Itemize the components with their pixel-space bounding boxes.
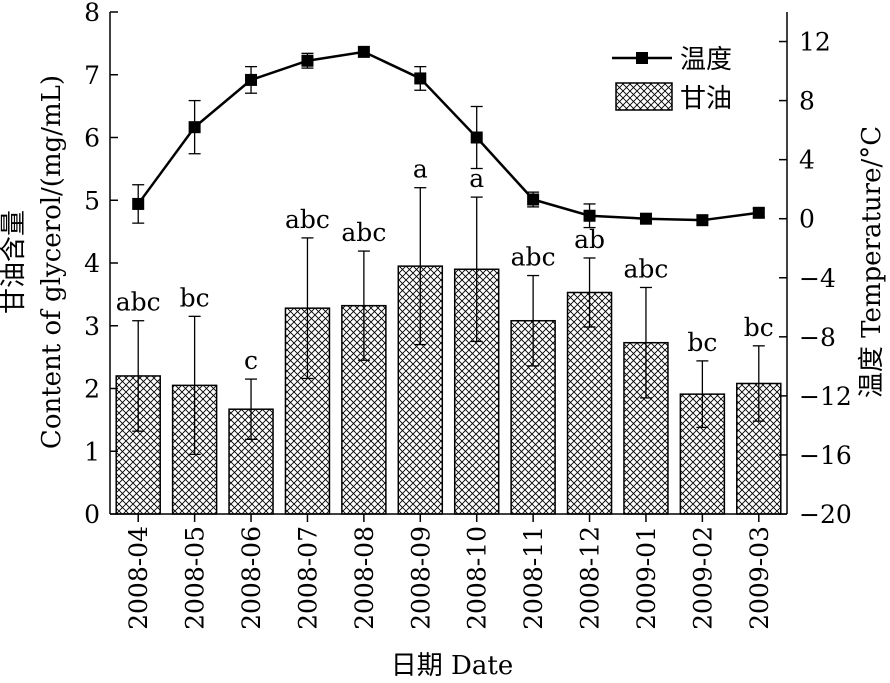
temperature-point-2008-12 — [583, 209, 596, 222]
significance-label-2008-06: c — [244, 346, 258, 375]
significance-label-2008-05: bc — [180, 283, 210, 312]
significance-label-2008-09: a — [413, 155, 428, 184]
y-left-tick-label: 3 — [84, 312, 100, 341]
y-axis-label-right: 温度 Temperature/°C — [857, 126, 887, 398]
significance-label-2008-04: abc — [116, 288, 161, 317]
legend-bar-swatch — [615, 82, 673, 111]
temperature-point-2009-01 — [639, 212, 652, 225]
significance-label-2009-03: bc — [744, 313, 774, 342]
y-right-tick-label: 8 — [799, 87, 815, 116]
y-right-tick-label: −20 — [799, 500, 852, 529]
x-tick-label-2009-02: 2009-02 — [688, 526, 717, 630]
significance-label-2008-10: a — [469, 164, 484, 193]
y-right-tick-label: 0 — [799, 205, 815, 234]
y-left-tick-label: 1 — [84, 437, 100, 466]
significance-label-2009-02: bc — [687, 328, 717, 357]
temperature-point-2008-06 — [245, 73, 258, 86]
y-left-tick-label: 8 — [84, 0, 100, 27]
x-tick-label-2008-10: 2008-10 — [463, 526, 492, 630]
legend-line-square — [636, 52, 648, 64]
y-right-tick-label: 4 — [799, 146, 815, 175]
temperature-point-2008-09 — [414, 72, 427, 85]
y-axis-label-left-en: Content of glycerol/(mg/mL) — [37, 75, 67, 449]
legend-label-temperature: 温度 — [680, 45, 732, 75]
x-tick-label-2008-11: 2008-11 — [519, 526, 548, 630]
y-axis-label-left-cn: 甘油含量 — [0, 210, 29, 314]
x-tick-label-2008-06: 2008-06 — [237, 526, 266, 630]
temperature-point-2008-08 — [357, 45, 370, 58]
x-tick-label-2009-03: 2009-03 — [745, 526, 774, 630]
y-left-tick-label: 0 — [84, 500, 100, 529]
legend-label-glycerol: 甘油 — [680, 84, 732, 114]
axis-labels: 日期 Date 甘油含量 Content of glycerol/(mg/mL)… — [0, 75, 887, 681]
x-tick-label-2008-08: 2008-08 — [350, 526, 379, 630]
temperature-line — [137, 50, 759, 222]
y-right-tick-label: 12 — [799, 28, 831, 57]
y-right-tick-label: −4 — [799, 264, 836, 293]
y-left-tick-label: 2 — [84, 375, 100, 404]
y-right-tick-label: −16 — [799, 441, 852, 470]
temperature-point-2008-11 — [527, 193, 540, 206]
temperature-point-2008-10 — [470, 131, 483, 144]
temperature-point-2008-05 — [188, 121, 201, 134]
significance-label-2008-08: abc — [341, 218, 386, 247]
x-tick-label-2008-04: 2008-04 — [124, 526, 153, 630]
significance-label-2008-12: ab — [574, 225, 605, 254]
x-tick-label-2008-09: 2008-09 — [406, 526, 435, 630]
temperature-point-2009-03 — [752, 206, 765, 219]
legend: 温度 甘油 — [612, 45, 732, 114]
x-tick-label-2008-12: 2008-12 — [576, 526, 605, 630]
x-tick-label-2008-07: 2008-07 — [293, 526, 322, 630]
temperature-point-2009-02 — [696, 214, 709, 227]
significance-label-2009-01: abc — [623, 254, 668, 283]
y-right-tick-label: −12 — [799, 382, 852, 411]
x-tick-label-2008-05: 2008-05 — [181, 526, 210, 630]
significance-label-2008-11: abc — [511, 243, 556, 272]
x-tick-label-2009-01: 2009-01 — [632, 526, 661, 630]
y-left-tick-label: 5 — [84, 186, 100, 215]
significance-label-2008-07: abc — [285, 205, 330, 234]
y-left-tick-label: 4 — [84, 249, 100, 278]
temperature-point-2008-07 — [301, 54, 314, 67]
y-left-tick-label: 6 — [84, 124, 100, 153]
y-right-tick-label: −8 — [799, 323, 836, 352]
x-axis-label: 日期 Date — [391, 651, 513, 681]
line-series-group — [132, 45, 765, 229]
y-left-tick-label: 7 — [84, 61, 100, 90]
temperature-point-2008-04 — [132, 197, 145, 210]
